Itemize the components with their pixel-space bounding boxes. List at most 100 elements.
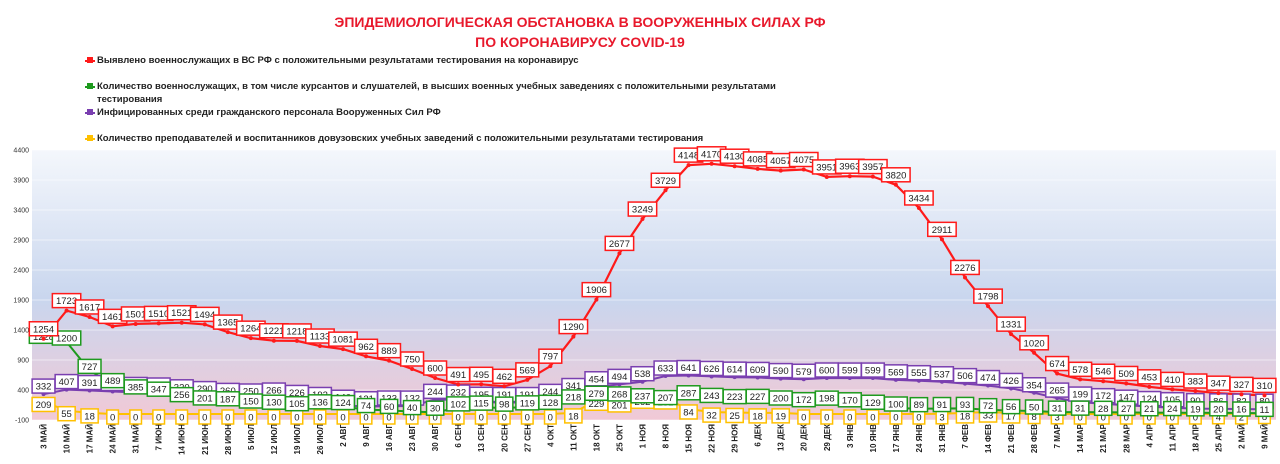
- data-label: 0: [479, 413, 484, 424]
- point: [225, 330, 230, 335]
- data-label: 172: [796, 395, 812, 406]
- data-label-box: [978, 397, 998, 414]
- point: [939, 237, 944, 242]
- point: [732, 164, 737, 169]
- data-label: 1264: [240, 324, 261, 335]
- y-tick-label: 4400: [13, 148, 29, 155]
- data-label: 391: [82, 378, 98, 389]
- data-label: 129: [865, 398, 881, 409]
- data-label-box: [1019, 335, 1050, 351]
- y-tick-label: -100: [15, 418, 29, 425]
- data-label: 170: [842, 395, 858, 406]
- data-label: 797: [542, 352, 558, 363]
- data-label-box: [538, 348, 563, 364]
- data-label: 462: [496, 372, 512, 383]
- data-label: 1461: [102, 312, 123, 323]
- point: [1147, 384, 1152, 389]
- data-label: 56: [1006, 402, 1017, 413]
- data-label: 207: [658, 393, 674, 404]
- data-label: 0: [456, 413, 461, 424]
- data-label: 0: [1101, 413, 1106, 424]
- x-tick-label: 7 ФЕВ: [961, 424, 970, 449]
- data-label: 17: [1006, 411, 1017, 422]
- x-tick-label: 20 ДЕК: [800, 424, 809, 451]
- x-tick-label: 10 ЯНВ: [869, 424, 878, 453]
- x-tick-label: 10 МАЙ: [63, 424, 72, 454]
- data-label: 453: [1141, 372, 1157, 383]
- legend-label: Количество преподавателей и воспитаннико…: [97, 133, 704, 144]
- data-label: 279: [588, 389, 604, 400]
- data-label: 4130: [724, 152, 745, 163]
- data-label: 60: [384, 402, 395, 413]
- data-label: 18: [752, 411, 763, 422]
- x-tick-label: 17 ЯНВ: [892, 424, 901, 453]
- data-label: 0: [317, 413, 322, 424]
- data-label: 3729: [655, 176, 676, 187]
- data-label-box: [80, 408, 99, 424]
- x-tick-label: 17 МАЙ: [86, 424, 95, 454]
- data-label: 569: [519, 365, 535, 376]
- point: [248, 336, 253, 341]
- data-label: 229: [588, 399, 604, 410]
- data-label: 8: [1031, 412, 1036, 423]
- data-label: 72: [983, 401, 994, 412]
- x-tick-label: 6 ДЕК: [754, 424, 763, 447]
- x-tick-label: 18 АПР: [1191, 423, 1200, 452]
- data-label-box: [221, 409, 235, 425]
- data-label: 0: [225, 413, 230, 424]
- point: [1170, 387, 1175, 392]
- data-label-box: [932, 396, 952, 413]
- data-label: 0: [409, 413, 414, 424]
- data-label: 410: [1164, 375, 1180, 386]
- data-label: 19: [775, 411, 786, 422]
- data-label-box: [1093, 400, 1113, 417]
- data-label: 198: [819, 394, 835, 405]
- data-label: 538: [635, 369, 651, 380]
- data-label-box: [129, 409, 143, 425]
- data-label: 8: [1262, 412, 1267, 423]
- data-label: 1798: [977, 292, 998, 303]
- x-tick-label: 9 МАЙ: [1260, 424, 1269, 449]
- data-label-box: [903, 190, 934, 206]
- point: [709, 161, 714, 166]
- data-label: 3: [1054, 412, 1059, 423]
- data-label: 474: [980, 373, 996, 384]
- y-tick-label: 900: [17, 358, 29, 365]
- data-label: 31: [1075, 404, 1086, 415]
- x-tick-label: 16 АВГ: [385, 424, 394, 452]
- data-label: 347: [151, 385, 167, 396]
- data-label: 0: [133, 413, 138, 424]
- y-tick-label: 3900: [13, 178, 29, 185]
- data-label: 21: [1144, 404, 1155, 415]
- data-label: 0: [340, 413, 345, 424]
- data-label: 18: [568, 411, 579, 422]
- data-label: 266: [266, 386, 282, 397]
- data-label: 223: [727, 392, 743, 403]
- data-label: 265: [1049, 386, 1065, 397]
- data-label: 1723: [56, 296, 77, 307]
- point: [525, 377, 530, 382]
- data-label: 11: [1260, 405, 1270, 416]
- data-label-box: [198, 409, 212, 425]
- y-tick-label: 1900: [13, 298, 29, 305]
- point: [1193, 389, 1198, 394]
- data-label: 30: [430, 404, 441, 415]
- data-label: 50: [1029, 403, 1040, 414]
- data-label: 132: [404, 394, 420, 405]
- data-label: 290: [197, 384, 213, 395]
- data-label-box: [1047, 400, 1067, 416]
- data-label: 25: [729, 411, 740, 422]
- data-label-box: [469, 395, 494, 411]
- data-label: 32: [706, 411, 717, 422]
- point: [1239, 392, 1244, 397]
- data-label: 200: [773, 394, 789, 405]
- data-label: 0: [502, 413, 507, 424]
- x-tick-label: 7 ИЮН: [155, 424, 164, 451]
- data-label-box: [843, 409, 857, 425]
- data-label-box: [175, 409, 189, 425]
- data-label: 750: [404, 355, 420, 366]
- point: [433, 376, 438, 380]
- x-tick-label: 21 ФЕВ: [1007, 424, 1016, 453]
- point: [410, 367, 415, 371]
- x-tick-label: 3 МАЙ: [40, 424, 49, 449]
